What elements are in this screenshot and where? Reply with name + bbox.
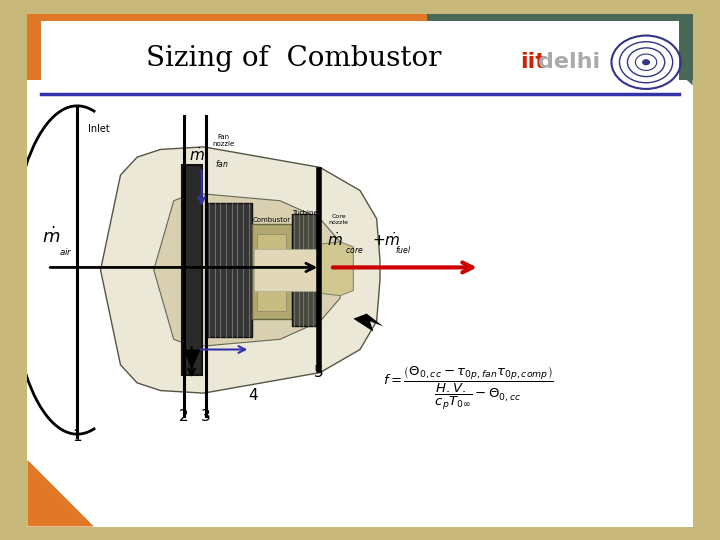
FancyBboxPatch shape — [207, 203, 252, 337]
FancyBboxPatch shape — [27, 14, 693, 526]
FancyBboxPatch shape — [426, 14, 693, 80]
Text: $\dot{m}$: $\dot{m}$ — [42, 226, 60, 247]
Text: Fan
nozzle: Fan nozzle — [212, 134, 235, 147]
Text: 4: 4 — [248, 388, 258, 403]
Text: $\dot{m}$: $\dot{m}$ — [189, 146, 205, 164]
Text: Turbine: Turbine — [292, 210, 318, 215]
Text: Sizing of  Combustor: Sizing of Combustor — [145, 45, 441, 72]
Text: 5: 5 — [314, 365, 323, 380]
Text: Core
nozzle: Core nozzle — [329, 214, 348, 225]
Text: 2: 2 — [179, 409, 189, 424]
Circle shape — [642, 59, 650, 65]
Text: delhi: delhi — [539, 52, 600, 72]
FancyBboxPatch shape — [252, 224, 292, 319]
Text: Inlet: Inlet — [89, 124, 110, 134]
Text: 1: 1 — [73, 429, 82, 444]
Polygon shape — [154, 193, 343, 347]
Polygon shape — [319, 242, 354, 296]
Text: $_{fuel}$: $_{fuel}$ — [395, 244, 411, 256]
Polygon shape — [101, 147, 380, 393]
FancyBboxPatch shape — [257, 234, 286, 311]
Text: $_{core}$: $_{core}$ — [345, 246, 364, 255]
Text: Combustor: Combustor — [253, 217, 292, 222]
Text: $_{fan}$: $_{fan}$ — [215, 159, 229, 171]
Polygon shape — [354, 314, 383, 332]
FancyBboxPatch shape — [27, 14, 426, 80]
Text: 3: 3 — [201, 409, 210, 424]
FancyBboxPatch shape — [181, 165, 202, 375]
Polygon shape — [613, 14, 693, 85]
Text: iit: iit — [520, 52, 546, 72]
Polygon shape — [184, 349, 200, 370]
FancyBboxPatch shape — [40, 21, 680, 93]
Text: $_{air}$: $_{air}$ — [59, 244, 73, 257]
Polygon shape — [27, 460, 94, 526]
FancyBboxPatch shape — [292, 213, 318, 326]
Text: $+ \dot{m}$: $+ \dot{m}$ — [372, 231, 400, 249]
Text: $f = \dfrac{\left(\Theta_{0,cc} - \tau_{0p,fan}\tau_{0p,comp}\right)}{\dfrac{H.V: $f = \dfrac{\left(\Theta_{0,cc} - \tau_{… — [383, 364, 554, 411]
FancyBboxPatch shape — [253, 249, 320, 291]
Text: $\dot{m}$: $\dot{m}$ — [327, 231, 343, 249]
